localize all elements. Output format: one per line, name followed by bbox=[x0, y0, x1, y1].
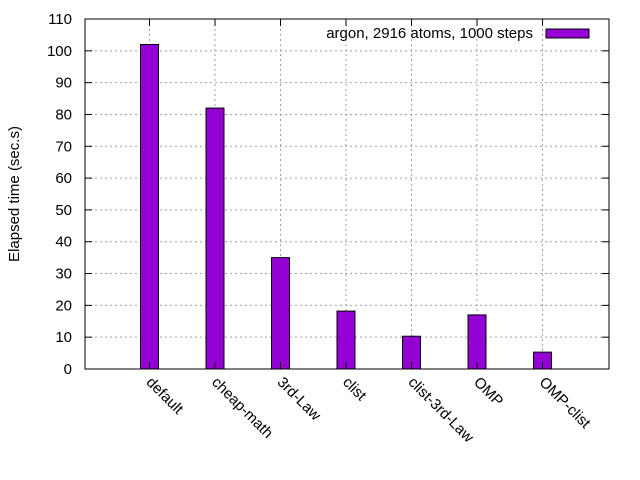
bar-cheap-math bbox=[205, 107, 225, 370]
x-tick-label: default bbox=[143, 374, 187, 418]
plot-frame bbox=[84, 18, 610, 370]
bar-default bbox=[140, 43, 159, 370]
x-tick-label: cheap-math bbox=[208, 374, 276, 442]
y-tick-label: 20 bbox=[55, 297, 72, 314]
y-tick-label: 0 bbox=[64, 361, 72, 378]
y-tick-label: 110 bbox=[48, 11, 72, 28]
y-tick-label: 30 bbox=[55, 266, 72, 283]
y-tick-label: 50 bbox=[55, 202, 72, 219]
y-tick-label: 60 bbox=[55, 170, 72, 187]
x-tick-label: OMP bbox=[470, 374, 506, 410]
legend-label: argon, 2916 atoms, 1000 steps bbox=[326, 25, 533, 42]
y-tick-label: 40 bbox=[55, 234, 72, 251]
grid-lines bbox=[85, 19, 609, 369]
bars bbox=[140, 43, 552, 370]
y-tick-label: 70 bbox=[55, 138, 72, 155]
x-tick-label: clist-3rd-Law bbox=[405, 374, 477, 446]
bar-clist bbox=[336, 310, 356, 370]
y-tick-label: 80 bbox=[55, 106, 72, 123]
x-tick-label: 3rd-Law bbox=[274, 374, 324, 424]
y-axis-label: Elapsed time (sec.s) bbox=[6, 126, 23, 262]
bar-OMP bbox=[467, 314, 487, 370]
y-tick-label: 10 bbox=[55, 329, 72, 346]
y-tick-label: 100 bbox=[47, 43, 72, 60]
bar-3rd-Law bbox=[271, 257, 290, 370]
x-tick-label: OMP-clist bbox=[536, 374, 595, 433]
x-tick-label: clist bbox=[339, 374, 370, 405]
y-axis: 0 10 20 30 40 50 60 70 80 90 100 110 bbox=[47, 11, 609, 378]
legend-swatch bbox=[545, 28, 590, 39]
y-tick-label: 90 bbox=[55, 75, 72, 92]
legend: argon, 2916 atoms, 1000 steps bbox=[326, 25, 590, 42]
